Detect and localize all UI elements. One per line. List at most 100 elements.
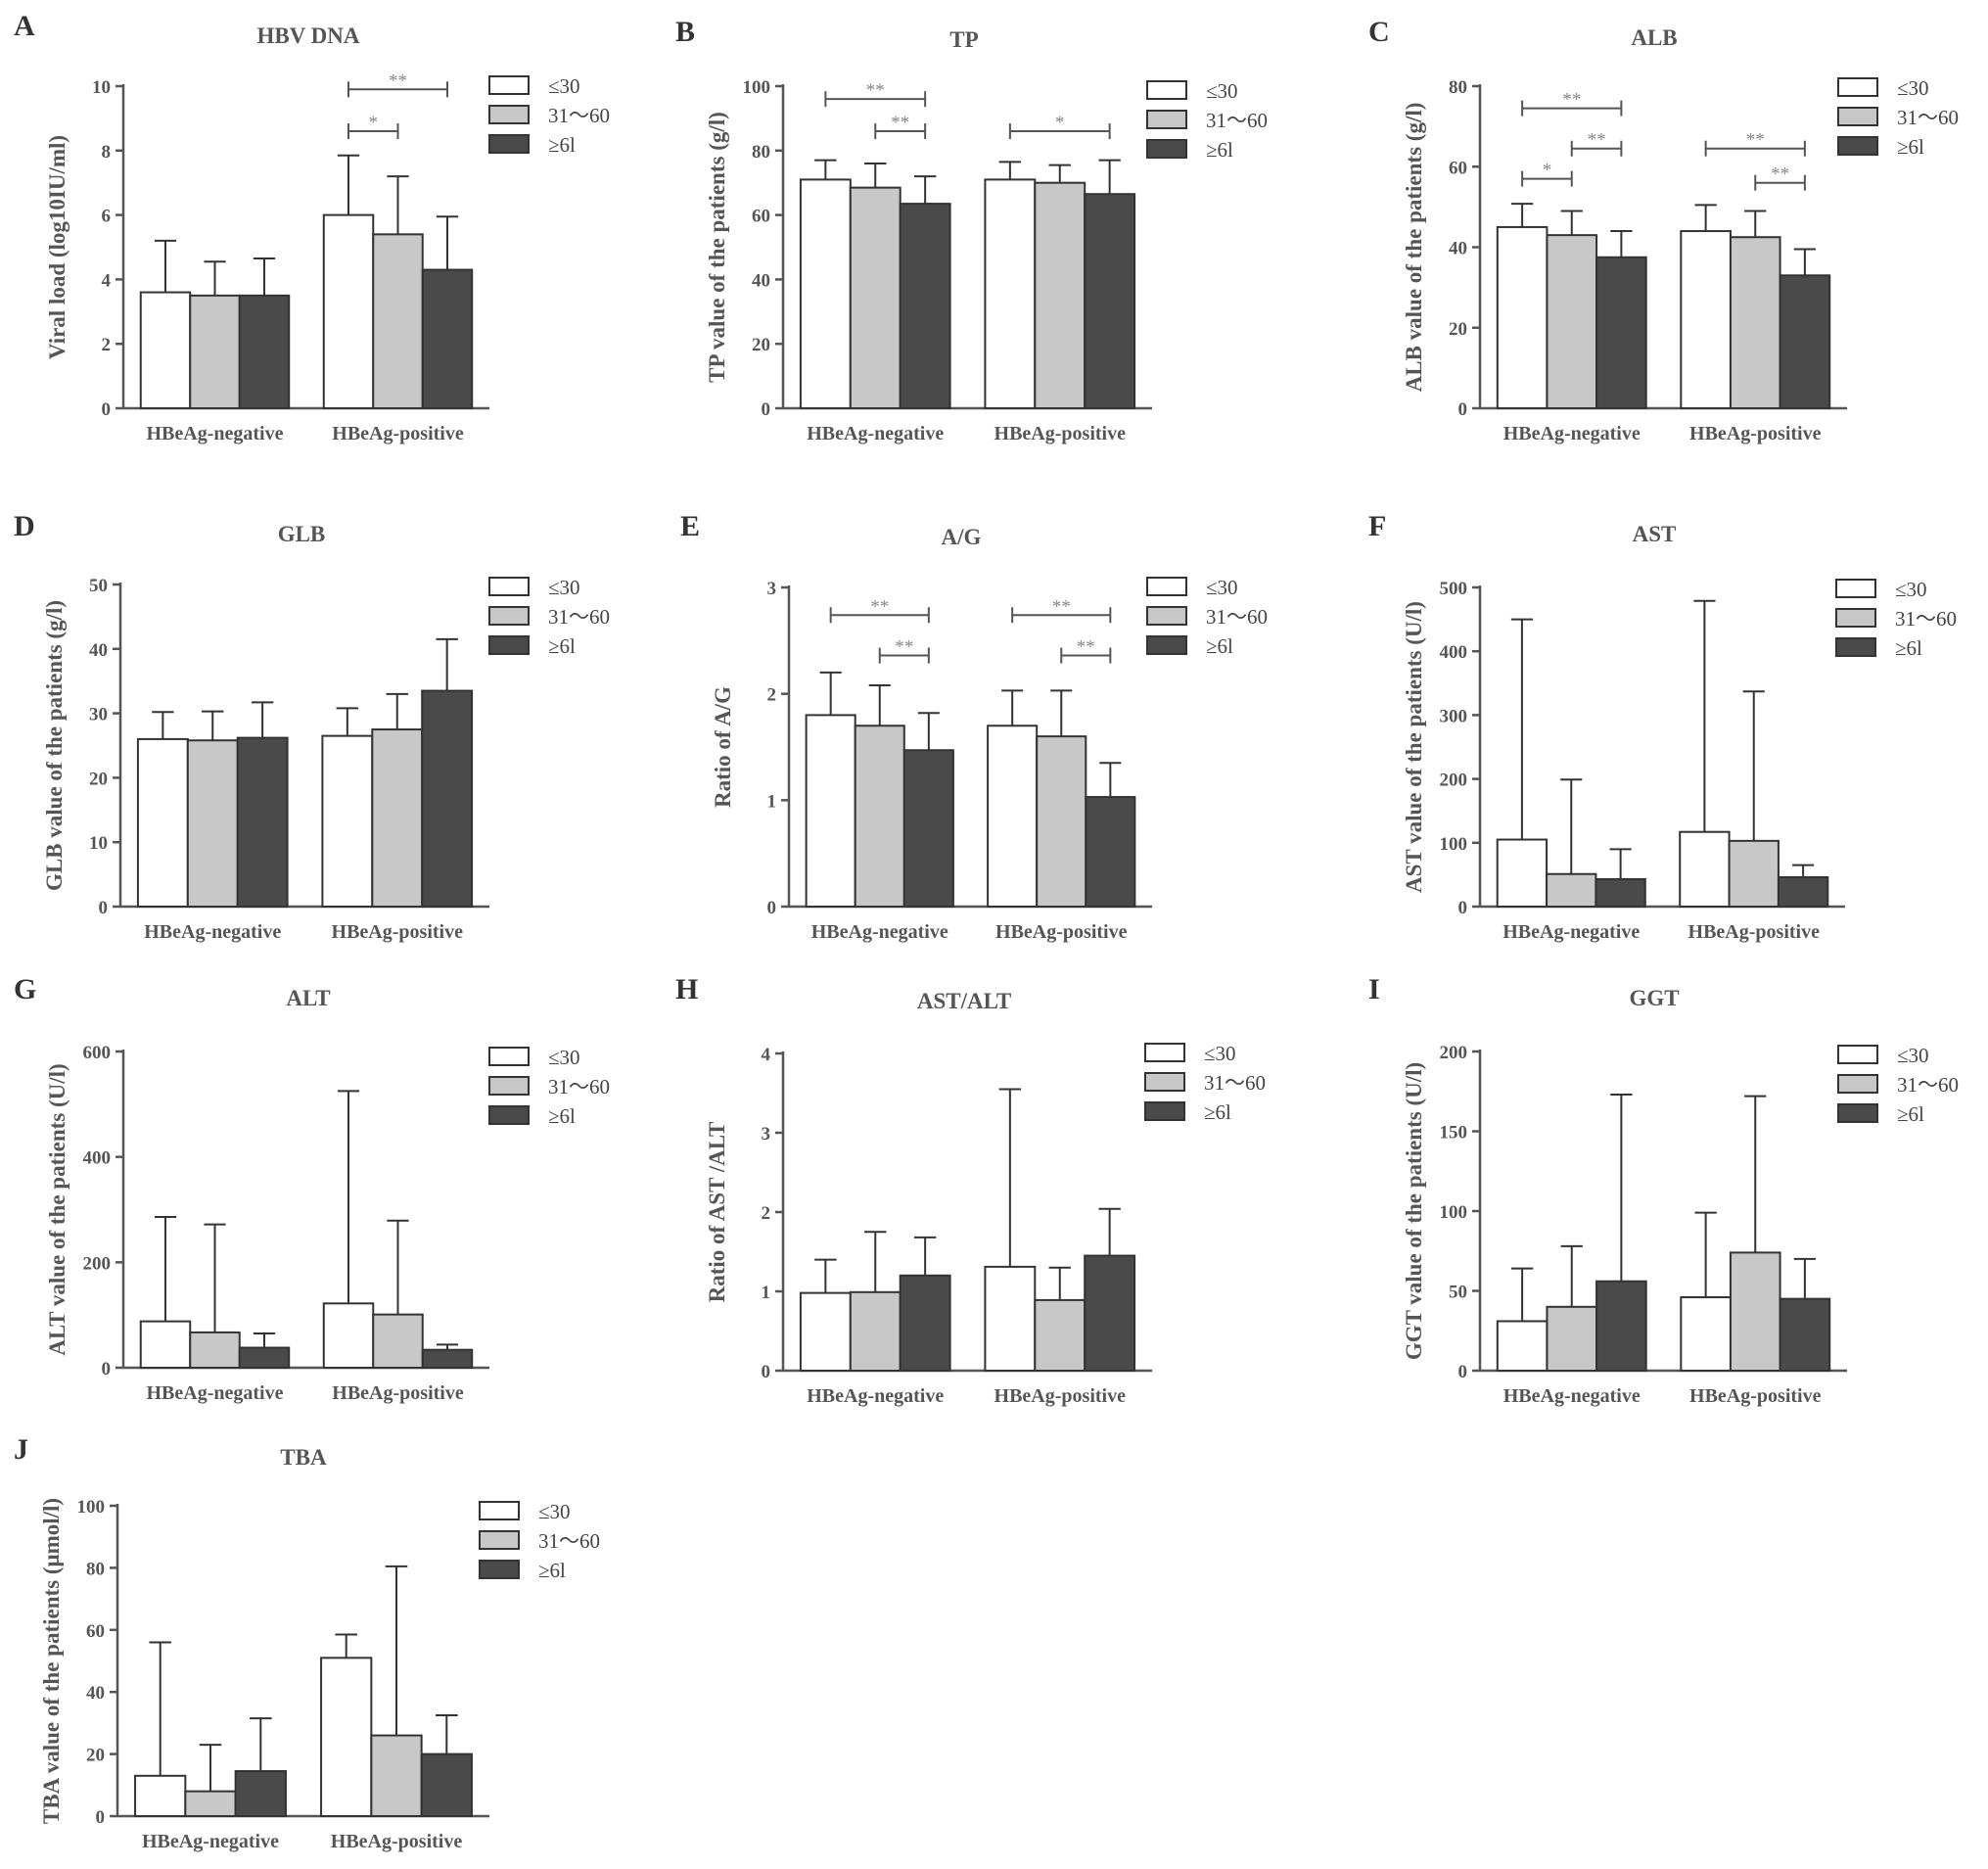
legend-swatch <box>1835 579 1876 598</box>
panel-letter: G <box>14 973 36 1005</box>
bar <box>1595 1280 1647 1372</box>
y-axis-label: Viral load (log10IU/ml) <box>45 135 69 359</box>
x-tick-label: HBeAg-negative <box>147 423 284 444</box>
legend-swatch <box>488 1105 530 1125</box>
chart-title: AST <box>1633 522 1677 546</box>
legend-swatch <box>1144 1043 1185 1062</box>
bar <box>987 724 1039 908</box>
legend-swatch <box>1146 139 1187 159</box>
y-axis-label: TBA value of the patients (μmol/l) <box>39 1498 64 1824</box>
legend-entry: 31～60 <box>1206 605 1268 629</box>
legend-swatch <box>1144 1101 1185 1121</box>
chart-title: GLB <box>278 522 326 546</box>
panel-letter: D <box>14 510 35 542</box>
y-tick-label: 10 <box>92 77 111 98</box>
y-tick-label: 0 <box>762 1362 771 1382</box>
bar <box>1595 256 1647 409</box>
bar <box>1034 181 1086 409</box>
panel-c: C ALB ALB value of the patients (g/l) 0 20 40… <box>1368 16 1959 444</box>
legend-swatch <box>1146 635 1187 655</box>
legend-entry: ≥6l <box>1206 634 1233 658</box>
chart-title: AST/ALT <box>917 989 1011 1013</box>
legend-entry: ≥6l <box>1206 138 1233 162</box>
y-tick-label: 4 <box>102 270 112 291</box>
legend-swatch <box>1835 608 1876 628</box>
y-tick-label: 60 <box>86 1621 105 1642</box>
legend-swatch <box>1835 637 1876 657</box>
legend-entry: ≤30 <box>1895 578 1927 601</box>
legend-entry: ≤30 <box>1897 76 1929 100</box>
y-tick-label: 20 <box>89 769 108 789</box>
legend-swatch <box>1837 1103 1878 1123</box>
bar <box>1084 1254 1136 1373</box>
x-tick-label: HBeAg-negative <box>147 1382 284 1404</box>
legend-swatch <box>479 1530 520 1550</box>
legend-swatch <box>488 606 530 626</box>
bar <box>1777 876 1829 908</box>
bar <box>186 739 239 909</box>
bar <box>1680 230 1732 409</box>
bar <box>1679 830 1731 908</box>
y-tick-label: 0 <box>1458 399 1468 420</box>
x-tick-label: HBeAg-positive <box>332 423 464 444</box>
legend-entry: 31～60 <box>1895 607 1957 631</box>
y-tick-label: 100 <box>743 77 771 98</box>
y-tick-label: 20 <box>1449 319 1467 340</box>
x-tick-label: HBeAg-negative <box>811 921 948 943</box>
bar <box>984 1265 1037 1373</box>
bar <box>322 1302 375 1370</box>
panel-g: G ALT ALT value of the patients (U/l) 0 200 4… <box>14 973 610 1404</box>
chart-title: ALB <box>1631 25 1677 50</box>
y-tick-label: 30 <box>89 705 108 725</box>
legend-entry: ≤30 <box>1897 1044 1929 1067</box>
legend-entry: ≤30 <box>1206 79 1238 103</box>
bar <box>1034 1298 1086 1373</box>
bar <box>1546 1305 1598 1373</box>
panel-i: I GGT GGT value of the patients (U/l) 0 50 10… <box>1368 973 1959 1407</box>
legend-entry: ≥6l <box>548 1104 576 1128</box>
bar <box>899 1274 951 1373</box>
panel-letter: F <box>1368 510 1386 542</box>
chart-title: A/G <box>942 525 982 549</box>
bar <box>189 1331 241 1369</box>
bar <box>421 268 474 409</box>
bar <box>1496 225 1549 409</box>
bar <box>236 736 289 908</box>
y-tick-label: 40 <box>89 640 108 661</box>
y-tick-label: 2 <box>102 335 112 355</box>
legend-swatch <box>479 1501 520 1520</box>
legend-swatch <box>488 75 530 95</box>
y-tick-label: 100 <box>77 1497 106 1518</box>
x-tick-label: HBeAg-positive <box>332 921 464 943</box>
y-tick-label: 150 <box>1440 1123 1468 1144</box>
panel-letter: C <box>1368 16 1390 48</box>
legend-swatch <box>1146 577 1187 596</box>
legend-entry: 31～60 <box>1206 109 1268 132</box>
bar <box>136 737 189 908</box>
x-tick-label: HBeAg-negative <box>1503 423 1641 444</box>
legend-entry: ≥6l <box>1897 1102 1924 1126</box>
x-tick-label: HBeAg-positive <box>1688 921 1821 943</box>
y-tick-label: 0 <box>1458 1362 1468 1382</box>
panel-letter: A <box>14 10 35 42</box>
y-axis-label: Ratio of A/G <box>711 686 735 808</box>
sig-label: ** <box>895 637 913 658</box>
sig-label: * <box>1543 161 1552 181</box>
y-tick-label: 20 <box>752 335 770 355</box>
bar <box>854 724 905 908</box>
sig-label: ** <box>389 70 407 91</box>
legend-swatch <box>1144 1072 1185 1092</box>
chart-title: TP <box>949 27 978 52</box>
legend-swatch <box>1146 606 1187 626</box>
x-tick-label: HBeAg-negative <box>1503 921 1640 943</box>
panel-e: E A/G Ratio of A/G 0 1 2 3 HBeAg-negative HBeAg-… <box>680 510 1268 943</box>
y-tick-label: 0 <box>99 898 109 918</box>
legend-swatch <box>488 577 530 596</box>
y-tick-label: 80 <box>1449 77 1467 98</box>
bar <box>321 734 374 908</box>
bar <box>189 294 241 410</box>
panel-letter: J <box>14 1433 28 1466</box>
bar <box>372 233 424 409</box>
bar <box>139 291 192 409</box>
legend-swatch <box>1146 80 1187 100</box>
